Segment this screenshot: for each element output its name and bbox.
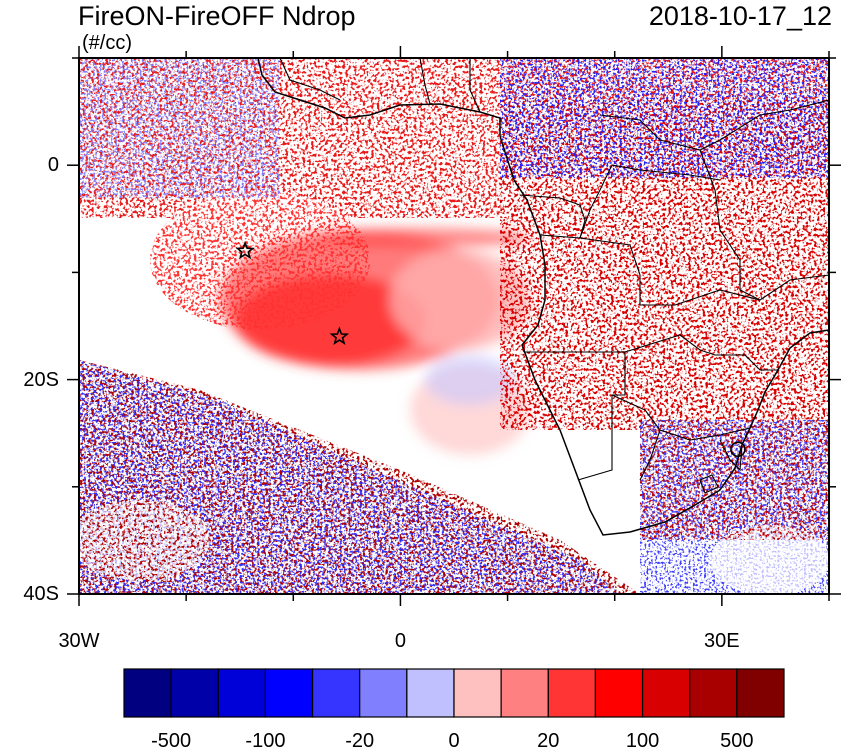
- axis-ticks: [67, 46, 841, 606]
- country-borders: [279, 58, 829, 494]
- speckle-blue: [79, 58, 829, 594]
- markers-layer: [235, 240, 746, 458]
- field-layer: [79, 58, 829, 594]
- colorbar-swatch: [689, 668, 738, 718]
- colorbar-swatch: [217, 668, 267, 718]
- colorbar-swatch: [641, 668, 691, 718]
- colorbar-swatch: [500, 668, 549, 718]
- star-marker-2: [329, 326, 350, 346]
- y-tick-label: 40S: [23, 583, 59, 605]
- colorbar-label: 100: [625, 730, 660, 752]
- x-tick-label: 30W: [58, 630, 100, 652]
- colorbar-swatch: [547, 668, 597, 718]
- y-tick-label: 0: [47, 154, 59, 177]
- colorbar-label: 0: [448, 730, 460, 752]
- map-title: FireON-FireOFF Ndrop: [78, 1, 356, 31]
- colorbar-label: 20: [537, 730, 560, 752]
- colorbar-swatch: [453, 668, 502, 718]
- plot-frame: [78, 57, 830, 595]
- colorbar-label: 500: [720, 730, 754, 752]
- map-datetime: 2018-10-17_12: [648, 1, 832, 31]
- x-tick-label: 30E: [704, 630, 740, 652]
- circle-marker-1: [730, 441, 746, 458]
- x-tick-label: 0: [394, 630, 406, 652]
- colorbar: [123, 668, 785, 718]
- units-label: (#/cc): [82, 32, 132, 54]
- coastlines: [257, 58, 829, 536]
- colorbar-label: -100: [245, 730, 286, 752]
- colorbar-swatch: [123, 668, 172, 718]
- colorbar-label: -500: [151, 730, 192, 752]
- colorbar-swatch: [170, 668, 219, 718]
- y-tick-label: 20S: [23, 368, 59, 391]
- colorbar-swatch: [264, 668, 314, 718]
- colorbar-swatch: [359, 668, 408, 718]
- colorbar-swatch: [406, 668, 455, 718]
- star-marker-1: [235, 240, 255, 260]
- colorbar-label: -20: [345, 730, 375, 752]
- colorbar-swatch: [594, 668, 644, 718]
- colorbar-swatch: [311, 668, 361, 718]
- colorbar-swatch: [736, 668, 785, 718]
